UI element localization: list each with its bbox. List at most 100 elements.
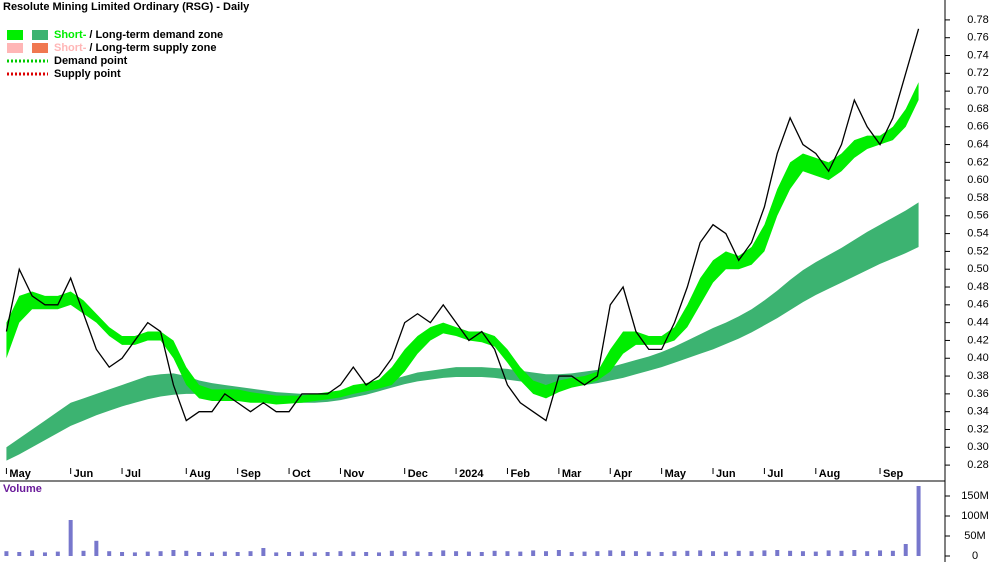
volume-bar: [261, 548, 266, 556]
volume-bar: [865, 551, 870, 556]
volume-bar: [903, 544, 908, 556]
y-tick-label: 0.76: [967, 32, 988, 44]
y-tick-label: 0.54: [967, 228, 988, 240]
legend-label: Short- / Long-term demand zone: [54, 29, 223, 41]
volume-label: Volume: [3, 483, 42, 495]
volume-bar: [608, 550, 613, 556]
volume-bar: [711, 551, 716, 556]
volume-bar: [723, 551, 728, 556]
y-tick-label: 0.32: [967, 423, 988, 435]
volume-bar: [145, 551, 150, 556]
y-tick-label: 0.70: [967, 85, 988, 97]
volume-bar: [479, 552, 484, 556]
volume-bar: [762, 550, 767, 556]
legend-swatch: [7, 43, 23, 53]
x-tick-label: Jun: [716, 468, 736, 480]
volume-bar: [672, 551, 677, 556]
v-tick-label: 0: [972, 550, 978, 562]
legend-swatch: [7, 30, 23, 40]
volume-bar: [544, 551, 549, 556]
volume-bar: [68, 520, 73, 556]
volume-bar: [890, 550, 895, 556]
volume-bar: [81, 550, 86, 556]
volume-bar: [209, 552, 214, 556]
legend-short: Short-: [54, 42, 87, 54]
y-tick-label: 0.30: [967, 441, 988, 453]
volume-bar: [132, 552, 137, 556]
volume-bar: [287, 552, 292, 556]
volume-bar: [878, 550, 883, 556]
volume-bar: [325, 552, 330, 556]
volume-bar: [800, 551, 805, 556]
x-tick-label: Apr: [613, 468, 633, 480]
y-tick-label: 0.42: [967, 334, 988, 346]
x-tick-label: Mar: [562, 468, 582, 480]
volume-bar: [659, 552, 664, 556]
volume-bar: [698, 550, 703, 556]
volume-bar: [595, 551, 600, 556]
y-tick-label: 0.46: [967, 299, 988, 311]
volume-bar: [364, 552, 369, 556]
y-tick-label: 0.44: [967, 317, 988, 329]
x-tick-label: Aug: [819, 468, 840, 480]
volume-bar: [621, 550, 626, 556]
volume-bar: [749, 551, 754, 556]
y-tick-label: 0.60: [967, 174, 988, 186]
volume-bar: [736, 550, 741, 556]
legend-label: Short- / Long-term supply zone: [54, 42, 216, 54]
x-tick-label: Oct: [292, 468, 311, 480]
x-tick-label: Dec: [408, 468, 428, 480]
volume-bar: [531, 550, 536, 556]
volume-bar: [94, 540, 99, 556]
legend-swatch: [32, 30, 48, 40]
y-tick-label: 0.36: [967, 388, 988, 400]
volume-bar: [197, 552, 202, 556]
y-tick-label: 0.66: [967, 121, 988, 133]
volume-bar: [4, 551, 9, 556]
volume-bar: [788, 550, 793, 556]
volume-bar: [518, 551, 523, 556]
y-tick-label: 0.28: [967, 459, 988, 471]
chart-title: Resolute Mining Limited Ordinary (RSG) -…: [3, 1, 250, 13]
x-tick-label: May: [9, 468, 31, 480]
volume-bar: [916, 486, 921, 556]
volume-bar: [42, 552, 47, 556]
x-tick-label: May: [665, 468, 687, 480]
volume-bar: [646, 551, 651, 556]
volume-bar: [120, 552, 125, 556]
v-tick-label: 50M: [964, 530, 985, 542]
volume-bar: [30, 550, 35, 556]
x-tick-label: Aug: [189, 468, 210, 480]
price-line: [5, 28, 920, 422]
y-tick-label: 0.58: [967, 192, 988, 204]
volume-bar: [505, 551, 510, 556]
legend-long: Long-term supply zone: [95, 42, 216, 54]
volume-bar: [351, 551, 356, 556]
volume-bar: [274, 552, 279, 556]
volume-bar: [248, 551, 253, 556]
volume-bar: [389, 550, 394, 556]
volume-bar: [492, 550, 497, 556]
y-tick-label: 0.62: [967, 156, 988, 168]
legend-sep: /: [89, 29, 92, 41]
y-tick-label: 0.50: [967, 263, 988, 275]
v-tick-label: 100M: [961, 510, 989, 522]
legend-label: Demand point: [54, 55, 128, 67]
x-tick-label: Jun: [74, 468, 94, 480]
volume-bar: [685, 550, 690, 556]
y-tick-label: 0.74: [967, 49, 988, 61]
y-tick-label: 0.52: [967, 245, 988, 257]
plot: [4, 28, 921, 556]
legend-label: Supply point: [54, 68, 121, 80]
y-tick-label: 0.64: [967, 138, 988, 150]
y-tick-label: 0.38: [967, 370, 988, 382]
volume-bar: [569, 552, 574, 556]
v-tick-label: 150M: [961, 490, 989, 502]
volume-bar: [441, 550, 446, 556]
x-tick-label: Sep: [241, 468, 261, 480]
x-tick-label: Jul: [767, 468, 783, 480]
legend-long: Long-term demand zone: [95, 29, 223, 41]
volume-bar: [299, 551, 304, 556]
y-tick-label: 0.72: [967, 67, 988, 79]
